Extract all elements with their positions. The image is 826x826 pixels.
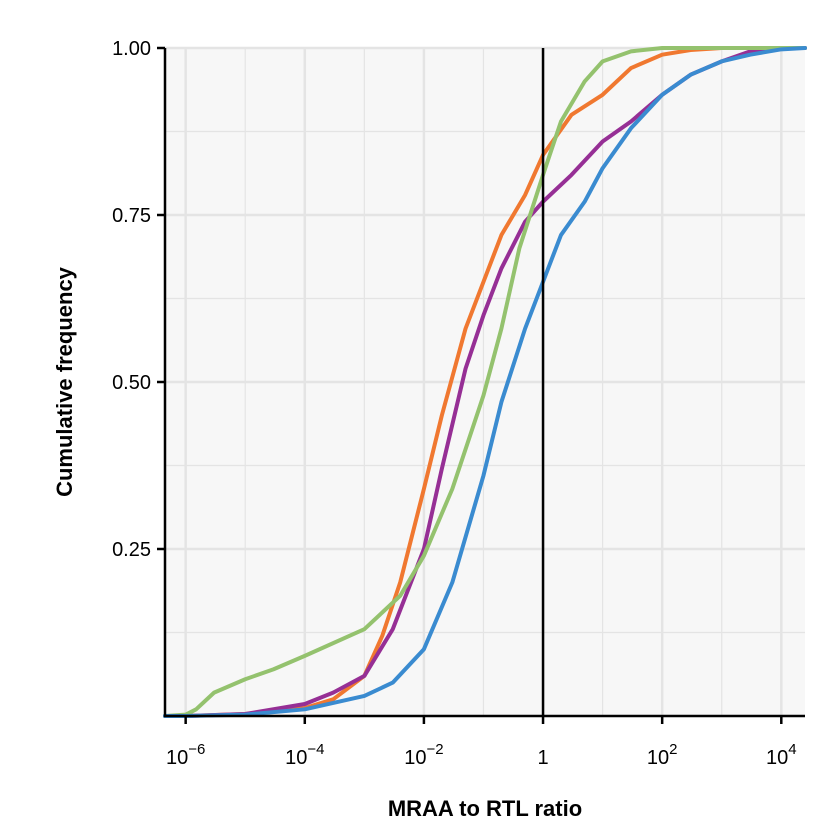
x-tick-label: 10−4 [285,741,324,769]
y-axis-ticks: 0.25 0.50 0.75 1.00 [112,38,165,561]
x-tick-label: 102 [647,741,678,769]
y-tick-label: 0.75 [112,205,151,227]
x-axis-ticks: 10−6 10−4 10−2 1 102 104 [166,716,797,769]
y-tick-label: 1.00 [112,38,151,60]
series-line-4 [163,46,807,718]
x-tick-label: 104 [766,741,797,769]
x-tick-label: 1 [537,747,548,769]
series-line-3 [163,46,807,718]
x-tick-label: 10−2 [404,741,443,769]
y-tick-label: 0.50 [112,372,151,394]
y-axis-title: Cumulative frequency [52,266,77,497]
x-tick-label: 10−6 [166,741,205,769]
y-tick-label: 0.25 [112,539,151,561]
series-layer [163,46,807,718]
x-axis-title: MRAA to RTL ratio [388,796,582,821]
series-line-1 [163,46,807,718]
